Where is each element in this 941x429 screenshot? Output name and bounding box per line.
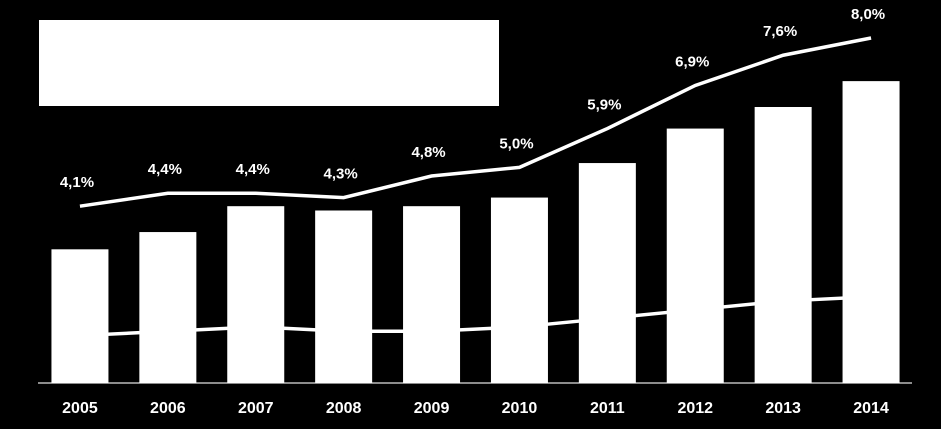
x-tick-label: 2006: [150, 400, 186, 417]
bar: [578, 163, 636, 383]
bar: [139, 232, 197, 383]
x-tick-label: 2012: [677, 400, 713, 417]
x-tick-label: 2007: [238, 400, 274, 417]
x-tick-label: 2010: [502, 400, 538, 417]
data-label: 4,3%: [324, 166, 358, 183]
data-label: 8,0%: [851, 6, 885, 23]
data-label: 5,0%: [499, 135, 533, 152]
x-tick-label: 2014: [853, 400, 889, 417]
data-label: 4,8%: [411, 144, 445, 161]
data-label: 4,4%: [148, 161, 182, 178]
data-label: 5,9%: [587, 97, 621, 114]
bar: [51, 249, 109, 383]
bar: [490, 197, 548, 383]
data-label: 4,1%: [60, 174, 94, 191]
x-tick-label: 2013: [765, 400, 801, 417]
bar: [666, 128, 724, 383]
legend-box: [39, 20, 499, 106]
x-tick-label: 2005: [62, 400, 98, 417]
bar: [842, 81, 900, 383]
bar: [227, 206, 285, 383]
data-label: 4,4%: [236, 161, 270, 178]
bar: [403, 206, 461, 383]
x-tick-label: 2008: [326, 400, 362, 417]
line: [79, 295, 872, 338]
bar: [754, 107, 812, 383]
data-label: 7,6%: [763, 23, 797, 40]
x-tick-label: 2011: [590, 400, 625, 417]
bar: [315, 210, 373, 383]
x-tick-label: 2009: [414, 400, 450, 417]
data-label: 6,9%: [675, 53, 709, 70]
line: [79, 36, 872, 208]
